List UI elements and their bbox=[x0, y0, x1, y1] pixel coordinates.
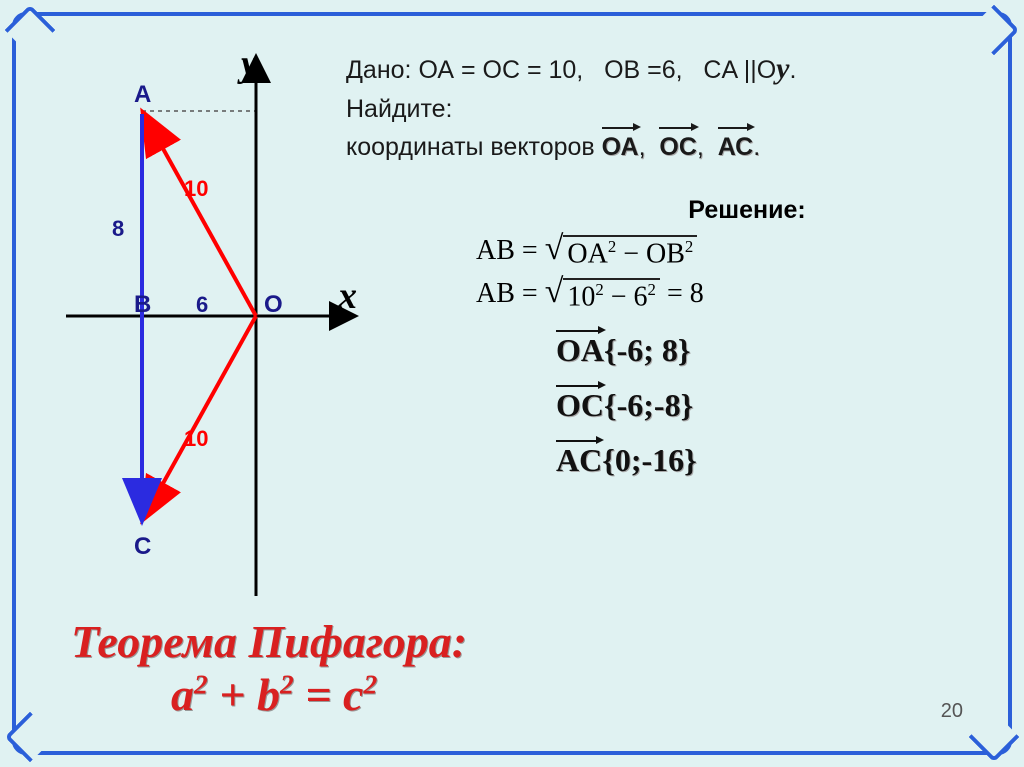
given-text: ОА = ОС = 10, OB =6, CA ||О bbox=[418, 56, 776, 84]
slide-frame: y x O A B C 10 10 8 6 Дано: ОА = ОС = 10… bbox=[12, 12, 1012, 755]
equation-1: AB = √OA2 − OB2 bbox=[476, 235, 968, 270]
coordinate-diagram: y x O A B C 10 10 8 6 bbox=[46, 36, 366, 606]
find-text: координаты векторов bbox=[346, 133, 602, 161]
eq1-lhs: AB = bbox=[476, 235, 545, 266]
result-oa: OA{-6; 8} bbox=[556, 332, 968, 369]
given-suffix: . bbox=[790, 56, 797, 84]
given-prefix: Дано: bbox=[346, 56, 418, 84]
text-content: Дано: ОА = ОС = 10, OB =6, CA ||Оy. Найд… bbox=[346, 46, 968, 479]
equation-2: AB = √102 − 62 = 8 bbox=[476, 278, 968, 313]
result-ac: AC{0;-16} bbox=[556, 442, 968, 479]
eq1-a: OA bbox=[567, 238, 607, 269]
ob-length: 6 bbox=[196, 292, 208, 317]
result-oc: OC{-6;-8} bbox=[556, 387, 968, 424]
given-block: Дано: ОА = ОС = 10, OB =6, CA ||Оy. Найд… bbox=[346, 46, 968, 166]
point-c-label: C bbox=[134, 533, 151, 560]
solution-label: Решение: bbox=[526, 196, 968, 225]
theorem-formula: a2 + b2 = c2 bbox=[171, 668, 467, 721]
eq2-a: 10 bbox=[567, 282, 595, 313]
eq2-result: = 8 bbox=[660, 278, 704, 309]
theorem-title: Теорема Пифагора: bbox=[71, 615, 467, 668]
oa-length: 10 bbox=[184, 176, 208, 201]
oy-axis: y bbox=[776, 52, 789, 85]
corner-decoration bbox=[5, 712, 56, 763]
ab-length: 8 bbox=[112, 216, 124, 241]
eq1-b: OB bbox=[646, 238, 685, 269]
theorem-block: Теорема Пифагора: a2 + b2 = c2 bbox=[71, 615, 467, 721]
point-b-label: B bbox=[134, 291, 151, 318]
vector-ac: АС bbox=[718, 129, 754, 167]
find-label: Найдите: bbox=[346, 95, 453, 123]
vector-oa: ОА bbox=[602, 129, 639, 167]
y-axis-label: y bbox=[237, 43, 258, 85]
corner-decoration bbox=[969, 5, 1020, 56]
corner-decoration bbox=[969, 712, 1020, 763]
eq2-lhs: AB = bbox=[476, 278, 545, 309]
point-a-label: A bbox=[134, 81, 151, 108]
oc-length: 10 bbox=[184, 426, 208, 451]
eq2-b: 6 bbox=[634, 282, 648, 313]
origin-label: O bbox=[264, 291, 283, 318]
page-number: 20 bbox=[941, 700, 963, 723]
vector-oc: ОС bbox=[659, 129, 697, 167]
